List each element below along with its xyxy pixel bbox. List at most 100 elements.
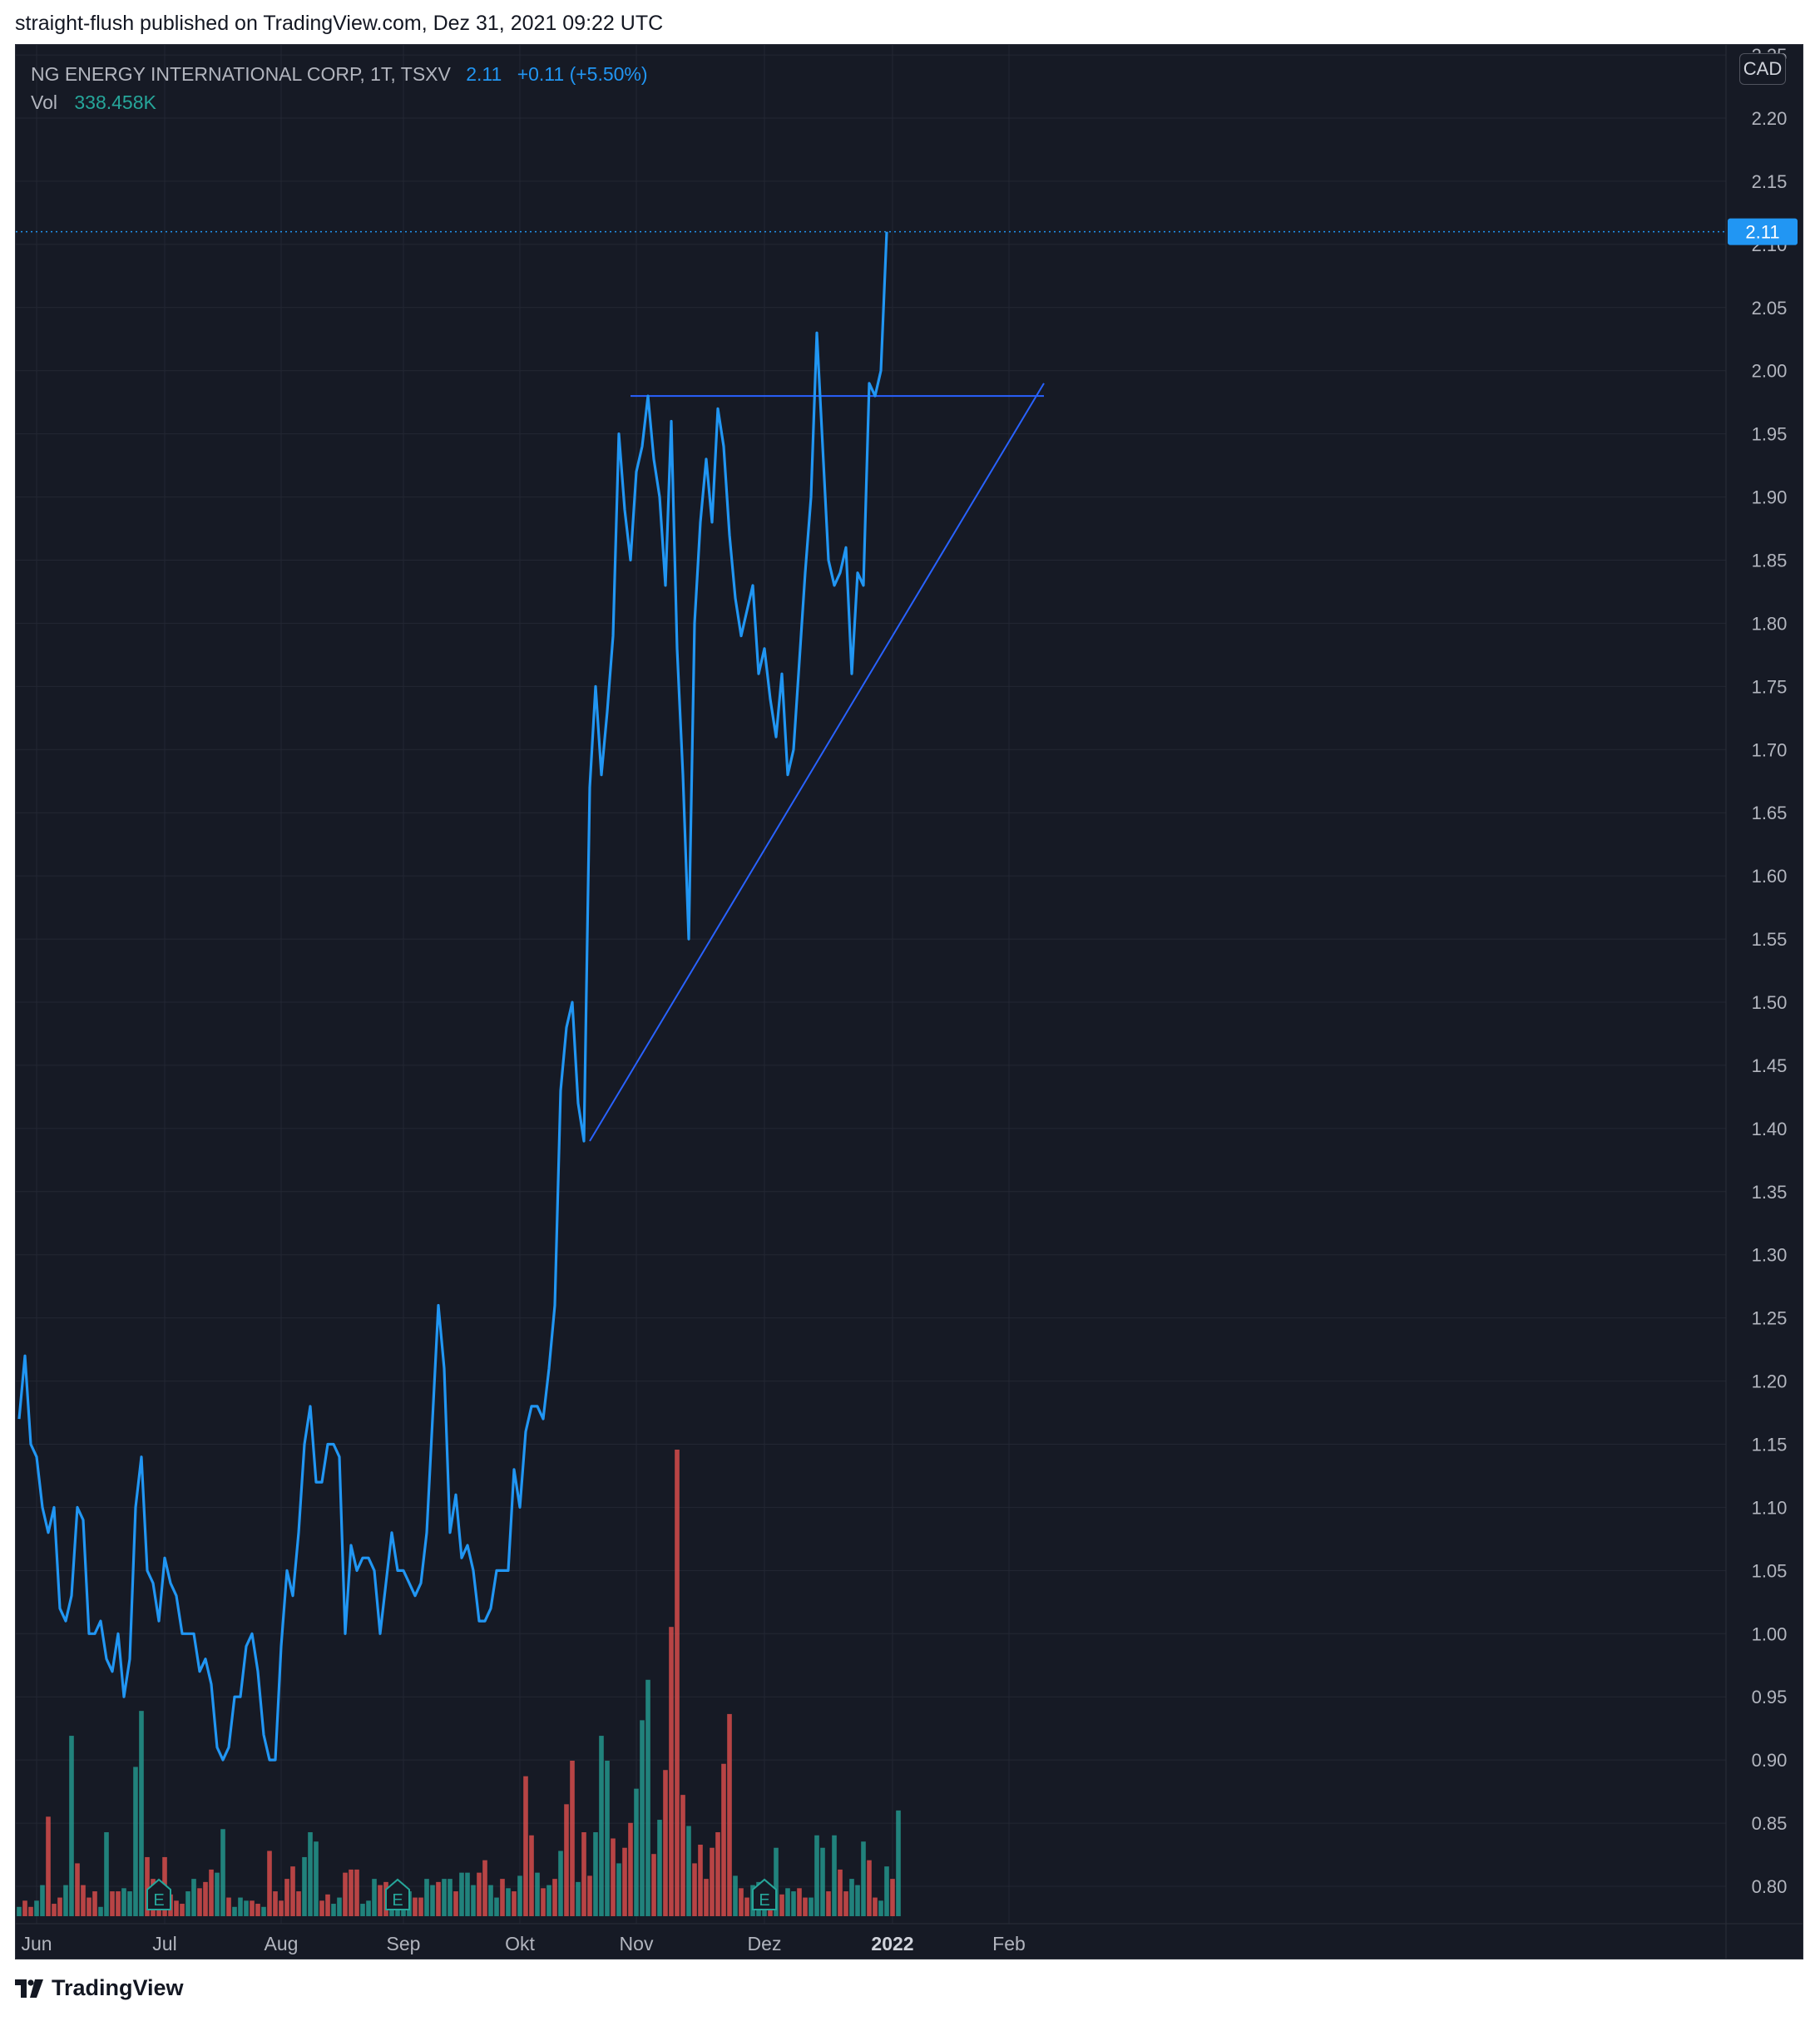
volume-bar xyxy=(482,1860,487,1916)
earnings-marker-label: E xyxy=(392,1891,403,1910)
currency-badge[interactable]: CAD xyxy=(1739,53,1786,85)
volume-bar xyxy=(692,1863,697,1916)
volume-bar xyxy=(267,1851,272,1916)
y-tick-label: 1.80 xyxy=(1752,613,1788,634)
y-tick-label: 1.65 xyxy=(1752,803,1788,823)
y-tick-label: 0.90 xyxy=(1752,1750,1788,1771)
volume-bar xyxy=(884,1866,889,1916)
volume-bar xyxy=(727,1713,732,1916)
volume-bar xyxy=(622,1847,627,1916)
volume-bar xyxy=(779,1894,784,1916)
volume-bar xyxy=(552,1879,557,1916)
x-tick-label: Jul xyxy=(152,1933,176,1954)
volume-bar xyxy=(861,1841,866,1916)
price-line xyxy=(17,231,888,1762)
y-tick-label: 1.75 xyxy=(1752,676,1788,697)
last-price-badge xyxy=(1728,218,1798,245)
volume-bar xyxy=(849,1879,854,1916)
volume-bar xyxy=(721,1763,726,1916)
volume-bar xyxy=(87,1897,91,1916)
volume-bar xyxy=(506,1888,511,1916)
volume-bar xyxy=(494,1897,499,1916)
volume-bar xyxy=(611,1838,616,1916)
volume-bar xyxy=(273,1891,278,1916)
volume-bar xyxy=(302,1856,307,1916)
volume-bar xyxy=(261,1906,266,1916)
volume-bar xyxy=(52,1904,57,1916)
volume-bar xyxy=(284,1879,289,1916)
volume-bar xyxy=(698,1844,703,1916)
volume-bar xyxy=(215,1872,220,1916)
volume-bar xyxy=(133,1767,138,1916)
volume-bar xyxy=(255,1904,260,1916)
y-tick-label: 1.70 xyxy=(1752,739,1788,760)
volume-bar xyxy=(809,1897,814,1916)
earnings-marker xyxy=(752,1878,777,1910)
x-tick-label: Sep xyxy=(387,1933,421,1954)
volume-bar xyxy=(488,1885,493,1916)
volume-bar xyxy=(448,1879,453,1916)
volume-bar xyxy=(471,1885,476,1916)
volume-bar xyxy=(174,1900,179,1916)
volume-bar xyxy=(581,1832,586,1916)
earnings-marker-label: E xyxy=(153,1891,164,1910)
volume-bar xyxy=(17,1906,22,1916)
volume-bar xyxy=(331,1904,336,1916)
volume-bar xyxy=(715,1832,720,1916)
volume-bar xyxy=(599,1736,604,1916)
y-tick-label: 2.20 xyxy=(1752,108,1788,129)
y-tick-label: 1.55 xyxy=(1752,929,1788,950)
volume-bar xyxy=(308,1832,313,1916)
volume-bar xyxy=(92,1891,97,1916)
volume-bar xyxy=(378,1885,383,1916)
volume-bar xyxy=(797,1888,802,1916)
y-tick-label: 1.20 xyxy=(1752,1371,1788,1392)
volume-bar xyxy=(430,1885,435,1916)
volume-bar xyxy=(616,1863,621,1916)
y-tick-label: 1.90 xyxy=(1752,487,1788,508)
volume-bar xyxy=(867,1860,872,1916)
y-tick-label: 1.60 xyxy=(1752,866,1788,887)
x-tick-label: Dez xyxy=(748,1933,782,1954)
x-tick-label: Okt xyxy=(505,1933,535,1954)
volume-bar xyxy=(605,1761,610,1916)
volume-bar xyxy=(843,1891,848,1916)
y-tick-label: 1.00 xyxy=(1752,1623,1788,1644)
volume-bar xyxy=(360,1904,365,1916)
y-tick-label: 0.95 xyxy=(1752,1687,1788,1707)
volume-bar xyxy=(104,1832,109,1916)
y-tick-label: 2.00 xyxy=(1752,361,1788,382)
volume-bar xyxy=(634,1788,639,1916)
tradingview-logo[interactable]: TradingView xyxy=(15,1975,184,2001)
volume-bar xyxy=(803,1897,808,1916)
price-chart[interactable]: 0.80 0.85 0.90 0.95 1.00 1.05 1.10 1.15 1.20 1.25… xyxy=(16,45,1803,1959)
volume-bar xyxy=(436,1881,441,1916)
volume-bar xyxy=(349,1869,354,1916)
volume-bar xyxy=(663,1770,668,1916)
volume-bar xyxy=(413,1897,418,1916)
volume-bar xyxy=(116,1891,121,1916)
volume-bar xyxy=(529,1835,534,1916)
volume-bar xyxy=(354,1869,359,1916)
x-tick-label: 2022 xyxy=(871,1933,913,1954)
volume-bar xyxy=(628,1822,633,1916)
y-tick-label: 2.05 xyxy=(1752,298,1788,319)
volume-bar xyxy=(197,1888,202,1916)
volume-bar xyxy=(442,1879,447,1916)
y-tick-label: 1.25 xyxy=(1752,1308,1788,1329)
y-tick-label: 0.80 xyxy=(1752,1876,1788,1897)
y-tick-label: 2.15 xyxy=(1752,171,1788,192)
publisher-line: straight-flush published on TradingView.… xyxy=(15,12,664,35)
volume-bar xyxy=(733,1875,738,1916)
volume-bar xyxy=(576,1881,581,1916)
volume-bar xyxy=(710,1847,715,1916)
last-price-badge-label: 2.11 xyxy=(1745,222,1779,243)
y-tick-label: 1.10 xyxy=(1752,1497,1788,1518)
chart-frame[interactable]: 0.80 0.85 0.90 0.95 1.00 1.05 1.10 1.15 1.20 1.25… xyxy=(15,44,1803,1959)
volume-bar xyxy=(314,1841,319,1916)
y-tick-label: 1.40 xyxy=(1752,1119,1788,1139)
volume-bar xyxy=(46,1816,51,1916)
volume-bar xyxy=(366,1900,371,1916)
volume-bar xyxy=(69,1736,74,1916)
volume-bar xyxy=(645,1679,650,1916)
